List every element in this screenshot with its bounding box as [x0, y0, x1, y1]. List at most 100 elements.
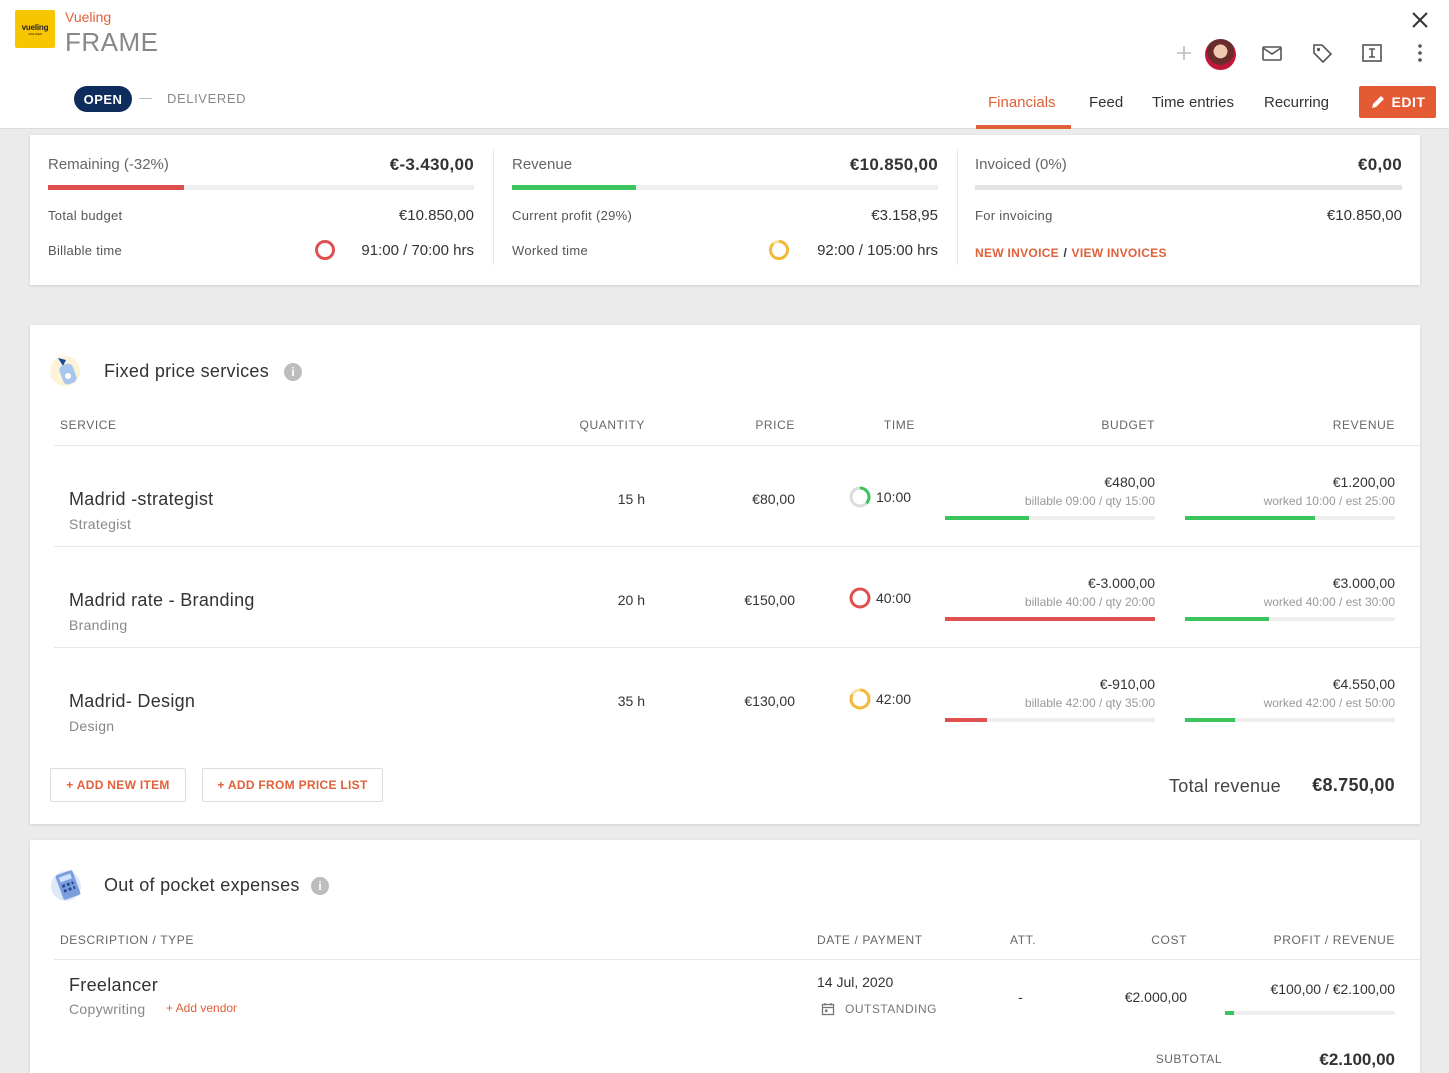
invoiced-progress	[975, 185, 1402, 190]
current-profit-label: Current profit (29%)	[512, 208, 633, 223]
column-header-quantity[interactable]: QUANTITY	[579, 418, 645, 432]
revenue-progress	[1185, 718, 1395, 722]
plus-icon[interactable]	[1171, 40, 1197, 66]
remaining-progress	[48, 185, 474, 190]
revenue-meta: worked 42:00 / est 50:00	[1263, 696, 1395, 710]
status-delivered[interactable]: DELIVERED	[167, 91, 247, 106]
budget-value: €-910,00	[1099, 676, 1155, 692]
revenue-progress-fill	[512, 185, 636, 190]
column-header-description[interactable]: DESCRIPTION / TYPE	[60, 933, 194, 947]
column-header-service[interactable]: SERVICE	[60, 418, 117, 432]
tab-feed[interactable]: Feed	[1089, 94, 1124, 111]
add-from-price-list-button[interactable]: + ADD FROM PRICE LIST	[202, 768, 383, 802]
subtotal-value: €2.100,00	[1319, 1050, 1395, 1069]
project-title: FRAME	[65, 27, 159, 57]
fixed-price-services-card: Fixed price services i SERVICE QUANTITY …	[30, 325, 1420, 824]
add-new-item-button[interactable]: + ADD NEW ITEM	[50, 768, 186, 802]
more-icon[interactable]	[1407, 40, 1433, 66]
link-separator: /	[1063, 246, 1068, 260]
divider	[54, 647, 1420, 648]
column-header-profit[interactable]: PROFIT / REVENUE	[1273, 933, 1395, 947]
client-name[interactable]: Vueling	[65, 9, 112, 25]
budget-progress-fill	[945, 617, 1155, 621]
service-title: Madrid- Design	[69, 691, 196, 711]
budget-progress-fill	[945, 516, 1029, 520]
info-icon[interactable]: i	[284, 363, 302, 381]
section-title: Out of pocket expenses	[104, 875, 300, 895]
column-header-revenue[interactable]: REVENUE	[1332, 418, 1395, 432]
payment-status[interactable]: OUTSTANDING	[845, 1002, 937, 1016]
pencil-icon	[1371, 96, 1384, 108]
tab-time-entries[interactable]: Time entries	[1152, 94, 1234, 111]
budget-progress	[945, 617, 1155, 621]
service-title: Madrid -strategist	[69, 489, 214, 509]
table-row[interactable]: Madrid- Design Design 35 h €130,00 42:00…	[30, 648, 1420, 748]
budget-value: €-3.000,00	[1088, 575, 1155, 591]
budget-progress	[945, 516, 1155, 520]
service-title: Madrid rate - Branding	[69, 590, 255, 610]
revenue-progress-fill	[1185, 617, 1269, 621]
invoice-icon[interactable]	[1359, 40, 1385, 66]
revenue-value: €4.550,00	[1332, 676, 1395, 692]
revenue-progress-fill	[1185, 516, 1316, 520]
quantity-value: 35 h	[617, 693, 645, 709]
for-invoicing-value: €10.850,00	[1326, 207, 1402, 224]
edit-button[interactable]: EDIT	[1359, 86, 1436, 118]
budget-meta: billable 09:00 / qty 15:00	[1024, 494, 1155, 508]
budget-progress	[945, 718, 1155, 722]
column-header-att[interactable]: ATT.	[1010, 933, 1037, 947]
table-row[interactable]: Madrid -strategist Strategist 15 h €80,0…	[30, 446, 1420, 546]
column-header-date[interactable]: DATE / PAYMENT	[817, 933, 923, 947]
column-header-budget[interactable]: BUDGET	[1101, 418, 1155, 432]
expense-title: Freelancer	[69, 975, 159, 995]
avatar[interactable]	[1205, 39, 1236, 70]
quantity-value: 15 h	[617, 491, 645, 507]
worked-time-value: 92:00 / 105:00 hrs	[817, 242, 938, 259]
revenue-label: Revenue	[512, 156, 573, 173]
status-open[interactable]: OPEN	[74, 86, 132, 112]
info-icon[interactable]: i	[311, 877, 329, 895]
add-vendor-link[interactable]: + Add vendor	[166, 1001, 238, 1015]
logo-subtext: AIRLINES	[28, 31, 42, 36]
subtotal-label: SUBTOTAL	[1155, 1052, 1222, 1066]
close-icon[interactable]	[1409, 9, 1431, 31]
total-revenue-label: Total revenue	[1169, 776, 1281, 796]
column-header-cost[interactable]: COST	[1151, 933, 1187, 947]
column-header-time[interactable]: TIME	[883, 418, 915, 432]
quantity-value: 20 h	[617, 592, 645, 608]
attachment-value[interactable]: -	[1018, 989, 1023, 1005]
tab-recurring[interactable]: Recurring	[1264, 94, 1330, 111]
table-row[interactable]: Freelancer Copywriting + Add vendor 14 J…	[30, 960, 1420, 1040]
financial-summary-card: Remaining (-32%) €-3.430,00 Total budget…	[30, 135, 1420, 285]
active-tab-indicator	[976, 125, 1071, 129]
revenue-progress	[512, 185, 938, 190]
revenue-progress-fill	[1185, 718, 1236, 722]
status-connector	[139, 98, 152, 99]
cost-value: €2.000,00	[1124, 989, 1187, 1005]
time-ring-icon	[849, 688, 871, 710]
time-value: 40:00	[876, 590, 912, 606]
price-value: €150,00	[744, 592, 795, 608]
total-budget-value: €10.850,00	[398, 207, 474, 224]
remaining-label: Remaining (-32%)	[48, 156, 169, 173]
tab-financials[interactable]: Financials	[988, 94, 1056, 111]
budget-meta: billable 40:00 / qty 20:00	[1024, 595, 1155, 609]
calculator-icon	[51, 870, 81, 901]
divider	[54, 445, 1420, 446]
header: vueling AIRLINES Vueling FRAME OPEN DELI…	[0, 0, 1449, 129]
profit-progress-fill	[1225, 1011, 1234, 1015]
client-logo: vueling AIRLINES	[15, 10, 55, 48]
revenue-value: €1.200,00	[1332, 474, 1395, 490]
worked-time-label: Worked time	[512, 243, 589, 258]
service-subtitle: Strategist	[69, 516, 132, 532]
calendar-icon	[821, 1003, 835, 1016]
divider	[957, 150, 958, 265]
table-row[interactable]: Madrid rate - Branding Branding 20 h €15…	[30, 547, 1420, 647]
mail-icon[interactable]	[1259, 40, 1285, 66]
tag-icon[interactable]	[1309, 40, 1335, 66]
new-invoice-link[interactable]: NEW INVOICE	[975, 246, 1059, 260]
profit-progress	[1225, 1011, 1395, 1015]
bottle-icon	[50, 356, 80, 386]
view-invoices-link[interactable]: VIEW INVOICES	[1071, 246, 1167, 260]
column-header-price[interactable]: PRICE	[755, 418, 795, 432]
